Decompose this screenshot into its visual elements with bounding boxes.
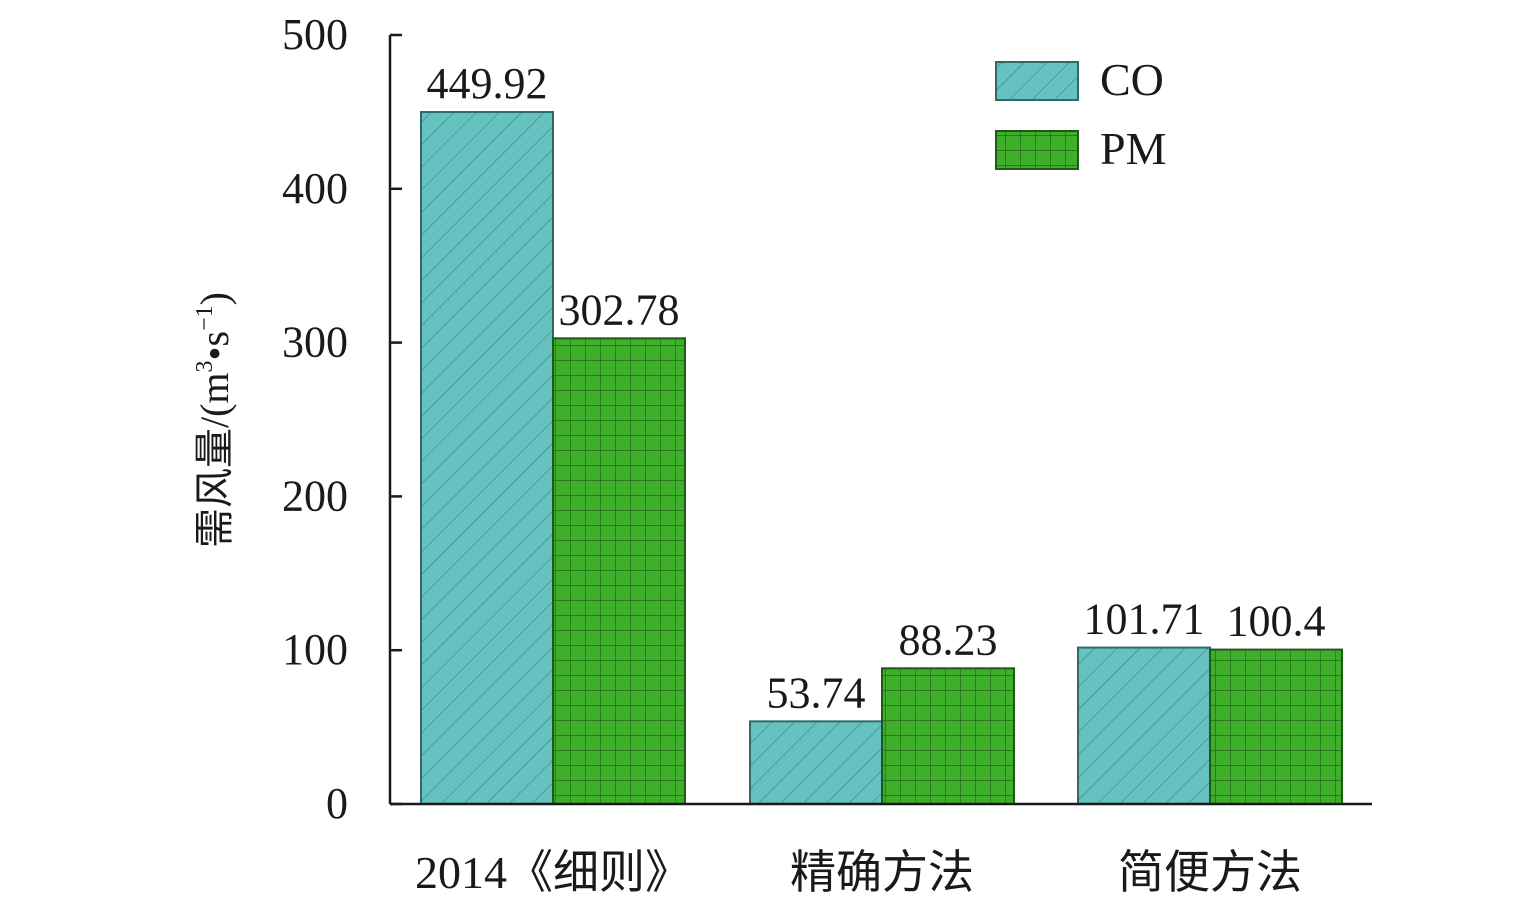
data-label-pm-0: 302.78 <box>559 285 680 334</box>
legend-swatch-pm <box>995 130 1079 170</box>
bar-pm-1 <box>881 667 1015 805</box>
x-labels: 2014《细则》 精确方法 简便方法 <box>415 847 1302 898</box>
bars <box>420 111 1343 806</box>
data-label-pm-1: 88.23 <box>899 615 998 664</box>
x-tick-label: 2014《细则》 <box>415 847 691 898</box>
bar-co-1 <box>749 720 883 806</box>
data-label-co-0: 449.92 <box>427 59 548 108</box>
bar-co-0 <box>420 111 554 806</box>
y-ticks: 0 100 200 300 400 500 <box>282 10 402 828</box>
y-tick-label: 100 <box>282 625 348 674</box>
x-tick-label: 简便方法 <box>1118 847 1302 898</box>
data-label-co-2: 101.71 <box>1084 595 1205 644</box>
data-labels: 449.92 302.78 53.74 88.23 101.71 100.4 <box>427 59 1326 717</box>
y-tick-label: 500 <box>282 10 348 59</box>
bar-co-2 <box>1077 646 1211 805</box>
bar-pm-0 <box>552 337 686 805</box>
y-tick-label: 400 <box>282 164 348 213</box>
legend-label-pm: PM <box>1100 123 1166 174</box>
y-axis-label: 需风量/(m3•s−1) <box>192 292 237 548</box>
data-label-pm-2: 100.4 <box>1227 597 1326 646</box>
data-label-co-1: 53.74 <box>767 668 866 717</box>
bar-pm-2 <box>1209 648 1343 805</box>
legend-label-co: CO <box>1100 54 1164 105</box>
y-tick-label: 0 <box>326 779 348 828</box>
x-tick-label: 精确方法 <box>790 847 974 898</box>
legend-swatch-co <box>995 61 1079 101</box>
legend: CO PM <box>995 54 1166 174</box>
y-tick-label: 200 <box>282 471 348 520</box>
y-tick-label: 300 <box>282 318 348 367</box>
